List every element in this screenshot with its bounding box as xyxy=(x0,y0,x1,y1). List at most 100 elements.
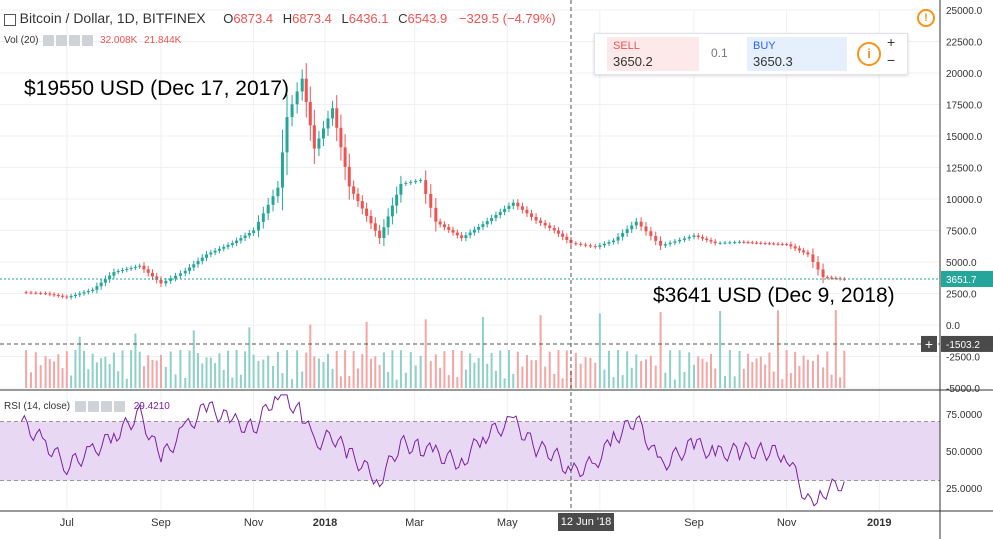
volume-bar xyxy=(460,350,463,388)
buy-button[interactable]: BUY 3650.3 xyxy=(747,37,847,71)
time-tick-label: 2019 xyxy=(867,517,891,529)
volume-bar xyxy=(723,375,726,388)
volume-bar xyxy=(565,350,568,388)
volume-bar xyxy=(197,353,200,388)
volume-bar xyxy=(424,319,427,388)
volume-bar xyxy=(301,371,304,388)
collapse-icon[interactable] xyxy=(4,13,16,26)
alert-icon[interactable]: ! xyxy=(917,9,935,27)
candle-body xyxy=(39,292,43,294)
close-icon[interactable] xyxy=(113,401,125,412)
settings-icon[interactable] xyxy=(56,35,68,46)
volume-bar xyxy=(179,350,182,388)
candle-body xyxy=(438,221,442,225)
volume-bar xyxy=(91,353,94,388)
volume-bar xyxy=(733,376,736,388)
volume-bar xyxy=(683,371,686,388)
settings-icon[interactable] xyxy=(87,401,99,412)
eye-icon[interactable] xyxy=(74,401,86,412)
candle-body xyxy=(494,215,498,219)
candle-body xyxy=(460,235,464,239)
candle-body xyxy=(271,196,275,205)
candle-body xyxy=(797,248,801,251)
volume-bar xyxy=(361,354,364,388)
crosshair-date-label: 12 Jun '18 xyxy=(558,513,614,531)
volume-bar xyxy=(214,363,217,388)
candle-body xyxy=(213,250,217,253)
plus-icon[interactable] xyxy=(100,401,112,412)
candle-body xyxy=(326,118,330,129)
candle-body xyxy=(728,242,732,244)
candle-body xyxy=(654,236,658,241)
rsi-legend: RSI (14, close) 29.4210 xyxy=(4,401,170,412)
candle-body xyxy=(447,227,451,230)
volume-bar xyxy=(503,378,506,388)
volume-bar xyxy=(65,351,68,388)
plus-button[interactable]: + xyxy=(887,34,896,50)
info-icon[interactable]: i xyxy=(857,42,881,66)
price-tick-label: 22500.0 xyxy=(946,38,983,49)
candle-body xyxy=(99,282,103,287)
rsi-value: 29.4210 xyxy=(133,401,170,413)
volume-bar xyxy=(257,360,260,388)
candle-body xyxy=(834,277,838,279)
candle-body xyxy=(285,117,289,153)
volume-bar xyxy=(839,377,842,388)
sell-price: 3650.2 xyxy=(613,54,653,69)
candle-body xyxy=(516,202,520,207)
volume-bar xyxy=(659,312,662,388)
candle-body xyxy=(335,108,339,128)
volume-bar xyxy=(640,361,643,388)
candle-body xyxy=(230,243,234,245)
volume-bar xyxy=(130,350,133,388)
volume-bar xyxy=(147,355,150,388)
volume-bar xyxy=(669,350,672,388)
volume-bar xyxy=(789,373,792,388)
volume-bar xyxy=(391,350,394,388)
candle-body xyxy=(750,242,754,244)
candle-body xyxy=(247,233,251,236)
eye-icon[interactable] xyxy=(43,35,55,46)
candle-body xyxy=(205,254,209,258)
candle-body xyxy=(82,292,86,294)
sell-button[interactable]: SELL 3650.2 xyxy=(607,37,699,71)
volume-bar xyxy=(447,375,450,388)
volume-bar xyxy=(539,315,542,388)
price-tick-label: 2500.0 xyxy=(946,290,977,301)
candle-body xyxy=(733,242,737,244)
volume-bar xyxy=(553,373,556,388)
candle-body xyxy=(280,152,284,188)
candle-body xyxy=(78,293,82,295)
candle-body xyxy=(300,78,304,92)
volume-bar xyxy=(649,355,652,388)
candle-body xyxy=(498,211,502,216)
candle-body xyxy=(477,226,481,230)
candle-body xyxy=(579,243,583,245)
candle-body xyxy=(243,235,247,239)
candle-body xyxy=(120,269,124,272)
close-label: C xyxy=(398,11,408,26)
time-tick-label: Mar xyxy=(405,517,424,529)
time-tick-label: Jul xyxy=(60,517,74,529)
volume-bar xyxy=(344,350,347,388)
candle-body xyxy=(266,204,270,214)
volume-bar xyxy=(409,352,412,388)
candle-body xyxy=(520,206,524,210)
volume-bar xyxy=(705,361,708,388)
candle-body xyxy=(312,125,316,149)
volume-bar xyxy=(822,367,825,388)
candle-body xyxy=(663,244,667,246)
candle-body xyxy=(464,235,468,239)
volume-bar xyxy=(759,356,762,388)
candle-body xyxy=(399,183,403,195)
candle-body xyxy=(150,272,154,277)
minus-button[interactable]: − xyxy=(887,52,896,68)
plus-icon[interactable] xyxy=(69,35,81,46)
volume-bar xyxy=(516,351,519,388)
crosshair-value-badge xyxy=(941,335,993,352)
candle-body xyxy=(485,221,489,225)
close-icon[interactable] xyxy=(82,35,94,46)
candle-body xyxy=(678,239,682,242)
volume-bar xyxy=(356,368,359,388)
